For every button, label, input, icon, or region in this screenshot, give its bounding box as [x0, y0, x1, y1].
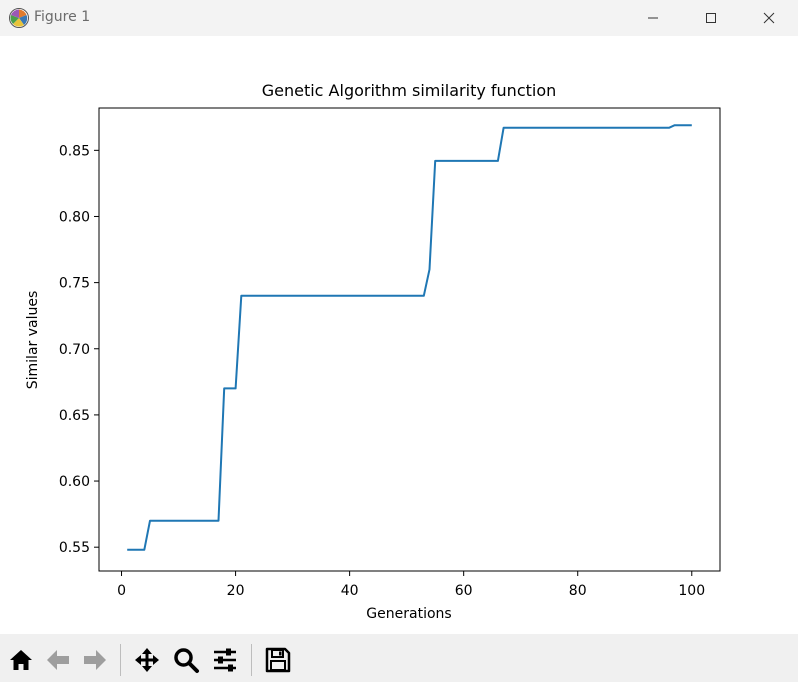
floppy-disk-icon [265, 647, 291, 673]
configure-subplots-button[interactable] [209, 644, 241, 676]
home-button[interactable] [5, 644, 37, 676]
toolbar-separator [120, 644, 121, 676]
arrow-right-icon [84, 650, 106, 670]
y-axis-label: Similar values [25, 291, 41, 390]
figure-canvas[interactable]: Genetic Algorithm similarity function 0 2… [0, 36, 798, 634]
maximize-icon [706, 13, 716, 23]
close-button[interactable] [746, 0, 792, 36]
x-tick-label: 100 [678, 583, 705, 599]
y-axis: 0.55 0.60 0.65 0.70 0.75 0.80 0.85 [59, 143, 99, 556]
arrow-left-icon [47, 650, 69, 670]
toolbar-separator [251, 644, 252, 676]
y-tick-label: 0.80 [59, 209, 90, 225]
x-tick-label: 0 [117, 583, 126, 599]
x-axis-label: Generations [366, 606, 451, 622]
y-tick-label: 0.70 [59, 342, 90, 358]
line-chart: Genetic Algorithm similarity function 0 2… [25, 81, 721, 622]
x-tick-label: 80 [569, 583, 587, 599]
maximize-button[interactable] [688, 0, 734, 36]
chart-title: Genetic Algorithm similarity function [262, 81, 557, 100]
x-tick-label: 40 [341, 583, 359, 599]
y-tick-label: 0.85 [59, 143, 90, 159]
x-axis: 0 20 40 60 80 100 [117, 571, 705, 599]
zoom-button[interactable] [170, 644, 202, 676]
magnifier-icon [174, 648, 199, 673]
series-line [127, 124, 692, 551]
forward-button[interactable] [79, 644, 111, 676]
plot-area [98, 107, 721, 572]
home-icon [10, 650, 32, 670]
y-tick-label: 0.65 [59, 408, 90, 424]
y-tick-label: 0.55 [59, 540, 90, 556]
matplotlib-icon [9, 8, 29, 28]
pan-button[interactable] [131, 644, 163, 676]
back-button[interactable] [42, 644, 74, 676]
window-title: Figure 1 [34, 9, 91, 25]
navigation-toolbar [0, 634, 798, 682]
sliders-icon [214, 648, 236, 672]
minimize-icon [648, 17, 658, 19]
save-button[interactable] [262, 644, 294, 676]
x-tick-label: 60 [455, 583, 473, 599]
y-tick-label: 0.60 [59, 474, 90, 490]
close-icon [763, 12, 775, 24]
minimize-button[interactable] [630, 0, 676, 36]
move-icon [135, 648, 159, 672]
y-tick-label: 0.75 [59, 276, 90, 292]
window-titlebar: Figure 1 [0, 0, 798, 36]
x-tick-label: 20 [227, 583, 245, 599]
